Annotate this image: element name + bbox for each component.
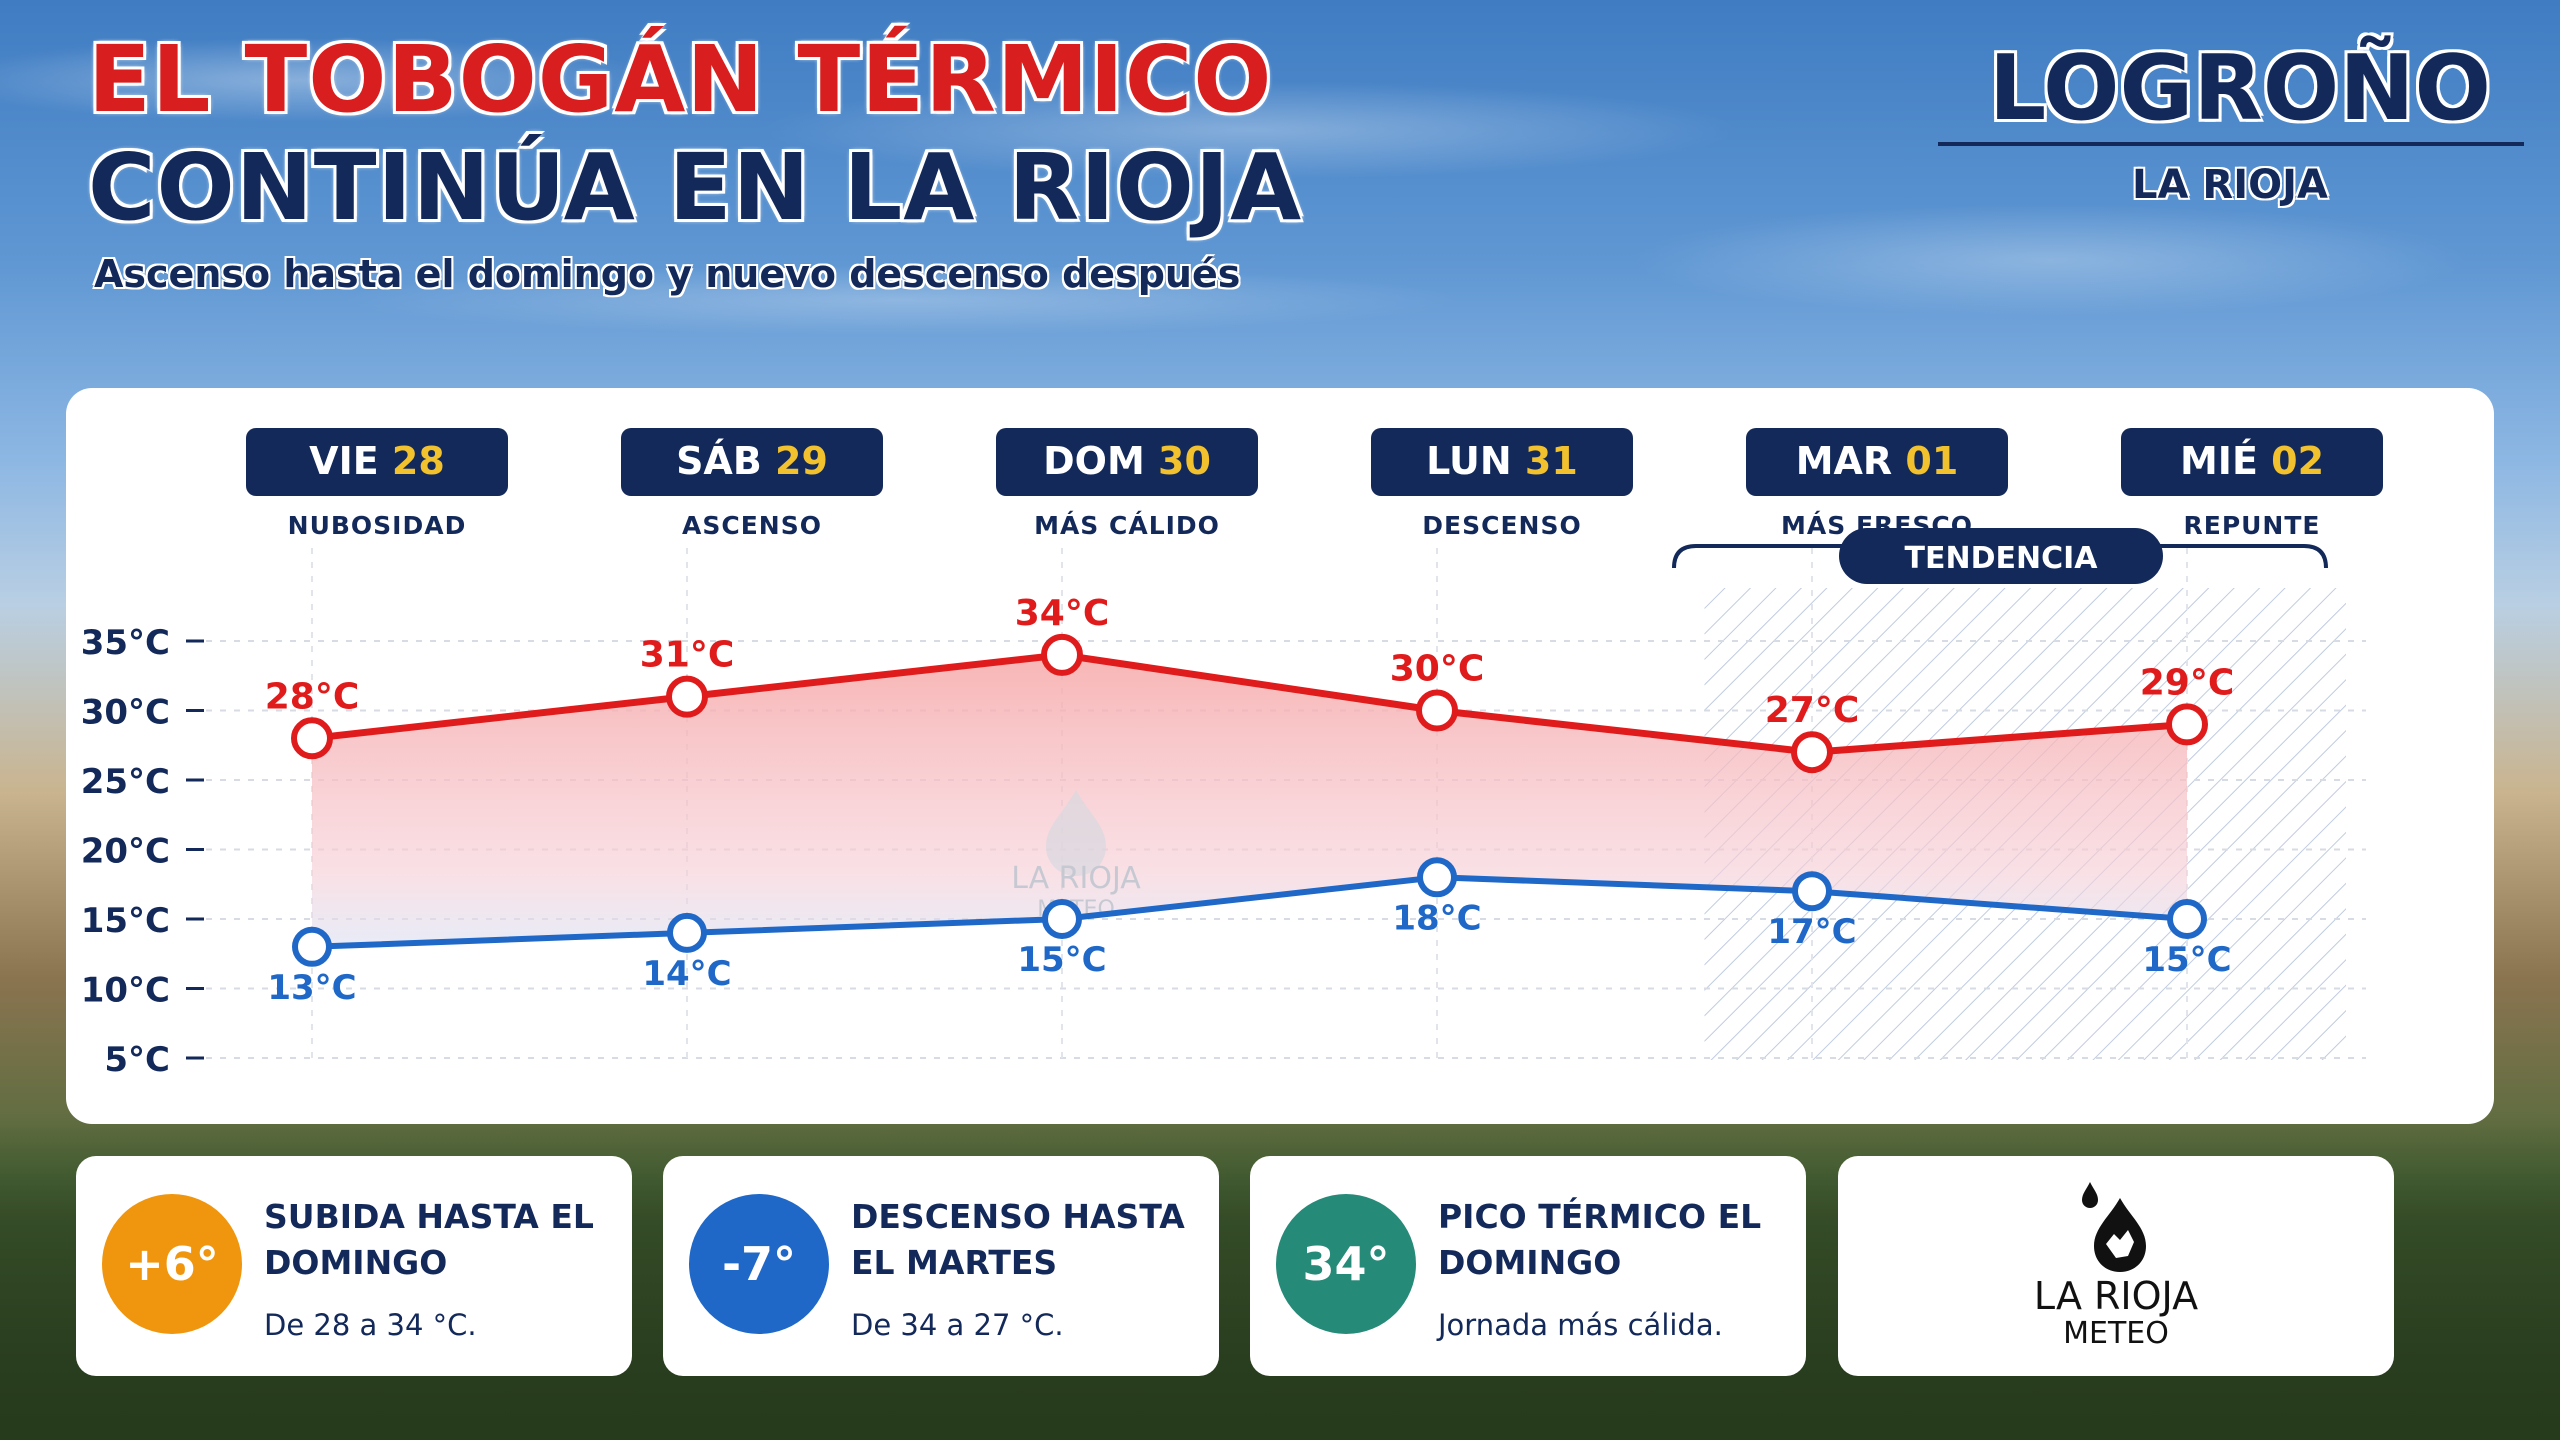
logo-card: LA RIOJA METEO	[1838, 1156, 2394, 1376]
watermark-drop-icon	[1046, 790, 1106, 876]
peak-title: PICO TÉRMICO EL DOMINGO	[1438, 1197, 1762, 1282]
day-note: DESCENSO	[1422, 511, 1581, 540]
point-low	[1417, 857, 1457, 898]
sky-clouds	[0, 0, 2560, 420]
subtitle: Ascenso hasta el domingo y nuevo descens…	[94, 252, 1241, 296]
y-tick-label: 20°C	[81, 832, 170, 872]
stat-card-peak: 34° PICO TÉRMICO EL DOMINGO Jornada más …	[1250, 1156, 1806, 1376]
day-pill	[1746, 428, 2008, 496]
data-label-high: 30°C	[1390, 649, 1485, 690]
series-line-low	[311, 874, 2188, 950]
data-label-low: 17°C	[1767, 912, 1856, 952]
logo-line2: METEO	[2063, 1316, 2169, 1351]
data-label-high: 27°C	[1765, 690, 1860, 731]
day-pill	[2121, 428, 2383, 496]
stat-card-rise: +6° SUBIDA HASTA EL DOMINGO De 28 a 34 °…	[76, 1156, 632, 1376]
y-tick-label: 15°C	[81, 901, 170, 941]
data-label-high: 28°C	[265, 676, 360, 717]
region-name: LA RIOJA	[2132, 162, 2328, 208]
point-high	[2166, 703, 2208, 746]
watermark-line1: LA RIOJA	[1011, 861, 1141, 896]
rise-desc: De 28 a 34 °C.	[264, 1308, 477, 1342]
rise-title: SUBIDA HASTA EL DOMINGO	[264, 1197, 594, 1282]
point-high	[1791, 731, 1833, 774]
drop-title: DESCENSO HASTA EL MARTES	[851, 1197, 1185, 1282]
data-label-low: 14°C	[642, 954, 731, 994]
temperature-chart: 35°C30°C25°C20°C15°C10°C5°C LA RIOJAMETE…	[81, 428, 2383, 1080]
city-divider	[1938, 142, 2524, 146]
day-label: DOM 30	[1043, 439, 1211, 483]
point-low	[1792, 871, 1832, 912]
y-tick-label: 25°C	[81, 762, 170, 802]
point-high	[666, 675, 708, 718]
day-pill	[996, 428, 1258, 496]
point-high	[291, 717, 333, 760]
peak-badge: 34°	[1276, 1194, 1416, 1334]
data-label-low: 13°C	[267, 968, 356, 1008]
day-note: REPUNTE	[2183, 511, 2320, 540]
day-label: LUN 31	[1426, 439, 1578, 483]
point-high	[1041, 633, 1083, 676]
day-note: NUBOSIDAD	[288, 511, 467, 540]
day-label: VIE 28	[309, 439, 445, 483]
rise-badge: +6°	[102, 1194, 242, 1334]
point-low	[667, 912, 707, 953]
y-tick-label: 30°C	[81, 693, 170, 733]
data-label-low: 15°C	[2142, 940, 2231, 980]
y-tick-label: 35°C	[81, 623, 170, 663]
chart-panel: 35°C30°C25°C20°C15°C10°C5°C LA RIOJAMETE…	[66, 388, 2494, 1124]
peak-desc: Jornada más cálida.	[1438, 1308, 1723, 1342]
point-low	[2167, 899, 2207, 939]
logo-line1: LA RIOJA	[2033, 1274, 2199, 1318]
day-pill	[1371, 428, 1633, 496]
tendency-label: TENDENCIA	[1905, 541, 2099, 576]
drop-desc: De 34 a 27 °C.	[851, 1308, 1064, 1342]
data-label-high: 31°C	[640, 635, 735, 676]
city-name: LOGROÑO	[1988, 36, 2492, 141]
title-line2: CONTINÚA EN LA RIOJA	[88, 134, 1303, 241]
range-fill	[312, 654, 2187, 947]
day-label: MIÉ 02	[2180, 439, 2324, 483]
data-label-high: 34°C	[1015, 593, 1110, 634]
day-pill	[621, 428, 883, 496]
data-label-low: 15°C	[1017, 940, 1106, 980]
point-low	[292, 926, 332, 967]
day-label: MAR 01	[1796, 439, 1959, 483]
stat-card-drop: -7° DESCENSO HASTA EL MARTES De 34 a 27 …	[663, 1156, 1219, 1376]
day-pill	[246, 428, 508, 496]
water-drop-icon	[2082, 1182, 2146, 1272]
data-label-low: 18°C	[1392, 898, 1481, 938]
y-tick-label: 10°C	[81, 971, 170, 1011]
point-low	[1042, 899, 1082, 939]
day-note: ASCENSO	[682, 511, 822, 540]
day-note: MÁS CÁLIDO	[1034, 511, 1220, 540]
data-label-high: 29°C	[2140, 662, 2235, 703]
day-label: SÁB 29	[676, 439, 828, 483]
title-line1: EL TOBOGÁN TÉRMICO	[88, 26, 1273, 133]
point-high	[1416, 689, 1458, 732]
y-tick-label: 5°C	[104, 1040, 170, 1080]
drop-badge: -7°	[689, 1194, 829, 1334]
tendency-badge	[1839, 528, 2163, 584]
series-line-high	[311, 651, 2188, 756]
